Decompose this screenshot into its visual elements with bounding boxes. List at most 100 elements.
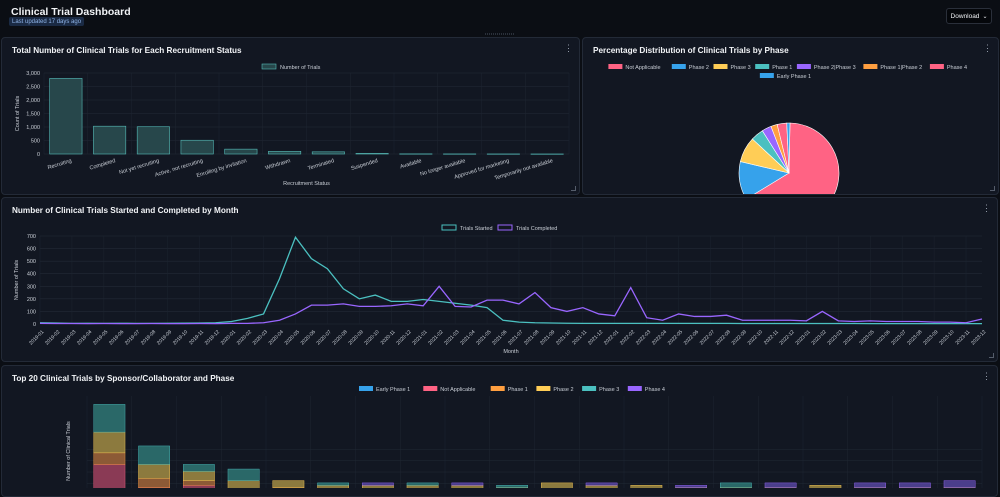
x-tick-label: Suspended bbox=[350, 158, 378, 172]
line-trials-started bbox=[40, 237, 982, 323]
y-tick-label: 0 bbox=[33, 322, 36, 328]
x-tick-label: 2023-12 bbox=[970, 329, 987, 346]
x-tick-label: Enrolling by invitation bbox=[196, 158, 247, 179]
x-tick-label: Completed bbox=[89, 158, 116, 172]
y-tick-label: 0 bbox=[37, 152, 40, 158]
legend-swatch-completed bbox=[498, 225, 512, 230]
legend-swatch bbox=[714, 64, 728, 69]
stack-segment-phase-1 bbox=[183, 481, 214, 486]
x-tick-label: 2019-12 bbox=[204, 329, 221, 346]
x-tick-label: 2020-11 bbox=[380, 329, 397, 346]
legend-label: Phase 1 bbox=[772, 65, 792, 71]
legend-label: Not Applicable bbox=[440, 387, 475, 393]
legend-swatch-started bbox=[442, 225, 456, 230]
stack-segment-phase-2 bbox=[541, 483, 572, 488]
resize-handle-icon[interactable] bbox=[989, 353, 994, 358]
bar-terminated bbox=[312, 152, 344, 154]
y-tick-label: 300 bbox=[27, 284, 36, 290]
x-tick-label: 2019-04 bbox=[76, 329, 93, 346]
y-tick-label: 100 bbox=[27, 309, 36, 315]
legend-label: Phase 4 bbox=[645, 387, 665, 393]
x-tick-label: 2021-02 bbox=[427, 329, 444, 346]
y-axis-label: Count of Trials bbox=[15, 96, 21, 132]
legend-swatch bbox=[863, 64, 877, 69]
legend-label: Trials Completed bbox=[516, 226, 557, 232]
x-tick-label: 2020-06 bbox=[300, 329, 317, 346]
y-tick-label: 500 bbox=[31, 139, 40, 145]
x-tick-label: 2019-09 bbox=[156, 329, 173, 346]
x-tick-label: Withdrawn bbox=[265, 158, 292, 171]
y-axis-label: Number of Trials bbox=[14, 260, 20, 301]
stack-segment-phase-4 bbox=[452, 483, 483, 485]
stack-segment-phase-2 bbox=[94, 432, 125, 453]
bar-active-not-recruiting bbox=[181, 140, 213, 154]
x-tick-label: 2020-10 bbox=[363, 329, 380, 346]
x-tick-label: 2020-01 bbox=[220, 329, 237, 346]
x-tick-label: 2023-06 bbox=[874, 329, 891, 346]
x-tick-label: 2020-04 bbox=[268, 329, 285, 346]
x-tick-label: 2022-02 bbox=[619, 329, 636, 346]
stack-segment-phase-3 bbox=[496, 485, 527, 487]
legend-label: Phase 3 bbox=[731, 65, 751, 71]
bar-not-yet-recruiting bbox=[137, 127, 169, 154]
drag-grip-icon[interactable] bbox=[485, 33, 515, 36]
y-tick-label: 1,500 bbox=[26, 112, 40, 118]
legend-label: Phase 1 bbox=[508, 387, 528, 393]
download-label: Download bbox=[951, 13, 980, 20]
x-tick-label: 2023-02 bbox=[811, 329, 828, 346]
bar-suspended bbox=[356, 153, 388, 154]
download-button[interactable]: Download ⌄ bbox=[946, 8, 992, 24]
legend-label: Number of Trials bbox=[280, 65, 321, 71]
y-axis-label: Number of Clinical Trials bbox=[66, 421, 72, 481]
x-tick-label: 2020-09 bbox=[348, 329, 365, 346]
x-tick-label: 2020-07 bbox=[316, 329, 333, 346]
legend-swatch bbox=[536, 386, 550, 391]
recruitment-status-panel: Total Number of Clinical Trials for Each… bbox=[1, 37, 580, 195]
last-updated-badge: Last updated 17 days ago bbox=[9, 17, 84, 26]
bar-completed bbox=[93, 126, 125, 154]
sponsor-phase-panel: Top 20 Clinical Trials by Sponsor/Collab… bbox=[1, 365, 998, 497]
bar-withdrawn bbox=[268, 151, 300, 154]
x-tick-label: 2022-11 bbox=[763, 329, 780, 346]
legend-swatch bbox=[608, 64, 622, 69]
resize-handle-icon[interactable] bbox=[990, 186, 995, 191]
y-tick-label: 1,000 bbox=[26, 125, 40, 131]
y-tick-label: 700 bbox=[27, 234, 36, 240]
stack-segment-phase-1 bbox=[94, 453, 125, 465]
x-tick-label: 2019-01 bbox=[28, 329, 45, 346]
x-tick-label: 2021-06 bbox=[491, 329, 508, 346]
x-tick-label: 2019-10 bbox=[172, 329, 189, 346]
legend-swatch bbox=[628, 386, 642, 391]
x-tick-label: 2019-06 bbox=[108, 329, 125, 346]
x-tick-label: 2019-05 bbox=[92, 329, 109, 346]
line-trials-completed bbox=[40, 286, 982, 323]
x-tick-label: 2021-05 bbox=[475, 329, 492, 346]
bar-enrolling-by-invitation bbox=[225, 149, 257, 154]
x-tick-label: 2022-10 bbox=[747, 329, 764, 346]
legend-label: Phase 3 bbox=[599, 387, 619, 393]
x-tick-label: 2022-07 bbox=[699, 329, 716, 346]
x-tick-label: 2021-04 bbox=[459, 329, 476, 346]
stack-segment-phase-2 bbox=[273, 481, 304, 488]
x-axis-label: Recruitment Status bbox=[283, 181, 330, 187]
stack-segment-phase-3 bbox=[317, 483, 348, 485]
x-tick-label: 2022-03 bbox=[635, 329, 652, 346]
stack-segment-phase-4 bbox=[675, 485, 706, 487]
x-tick-label: 2022-12 bbox=[779, 329, 796, 346]
y-tick-label: 2,000 bbox=[26, 98, 40, 104]
x-tick-label: 2019-02 bbox=[44, 329, 61, 346]
y-tick-label: 200 bbox=[27, 297, 36, 303]
stack-segment-phase-4 bbox=[362, 483, 393, 485]
legend-swatch bbox=[930, 64, 944, 69]
x-tick-label: 2022-05 bbox=[667, 329, 684, 346]
resize-handle-icon[interactable] bbox=[571, 186, 576, 191]
legend-swatch bbox=[760, 73, 774, 78]
x-tick-label: 2023-01 bbox=[795, 329, 812, 346]
stack-segment-phase-4 bbox=[944, 481, 975, 488]
legend-swatch bbox=[755, 64, 769, 69]
x-tick-label: 2020-12 bbox=[395, 329, 412, 346]
x-tick-label: Available bbox=[399, 158, 422, 170]
stack-segment-phase-3 bbox=[138, 446, 169, 464]
